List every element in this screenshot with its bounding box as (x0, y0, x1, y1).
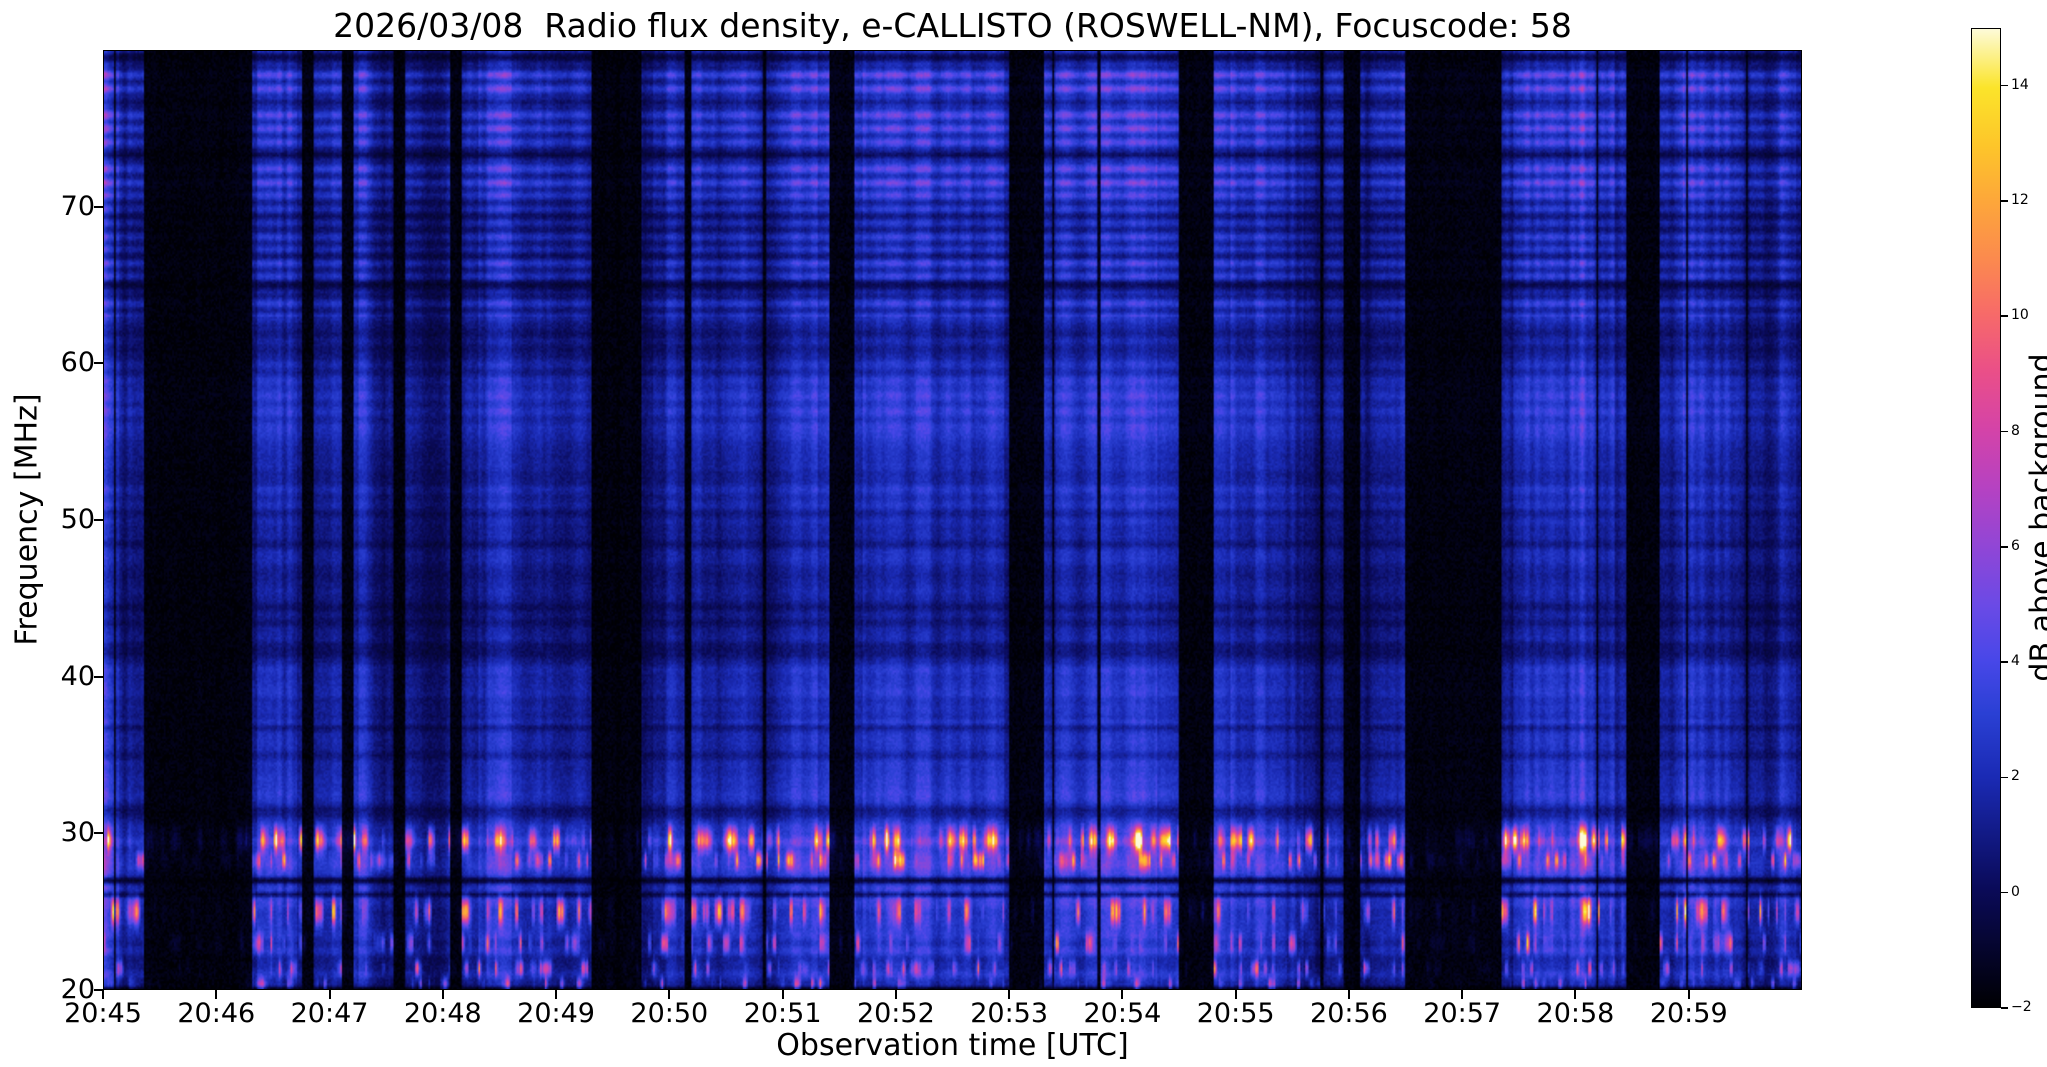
x-tick-mark (1574, 990, 1577, 999)
y-tick-mark (94, 519, 103, 521)
colorbar-tick-mark (2001, 430, 2008, 433)
x-tick-mark (555, 990, 558, 999)
chart-title: 2026/03/08 Radio flux density, e-CALLIST… (333, 6, 1572, 45)
x-tick-mark (1461, 990, 1464, 999)
spectrogram-canvas (104, 51, 1801, 989)
colorbar-tick-label: 2 (2011, 768, 2020, 785)
x-tick-label: 20:48 (403, 998, 482, 1029)
colorbar (1971, 28, 2001, 1008)
colorbar-tick-mark (2001, 1007, 2008, 1009)
x-tick-label: 20:57 (1423, 998, 1502, 1029)
y-tick-mark (94, 205, 103, 208)
x-tick-mark (1347, 990, 1350, 999)
y-tick-mark (94, 675, 103, 678)
x-tick-label: 20:58 (1536, 998, 1615, 1029)
y-tick-label: 40 (60, 660, 95, 692)
colorbar-tick-label: 6 (2011, 537, 2020, 554)
y-tick-label: 20 (60, 974, 95, 1005)
x-tick-label: 20:53 (970, 998, 1049, 1029)
x-tick-label: 20:59 (1649, 998, 1728, 1029)
colorbar-tick-label: 0 (2011, 883, 2020, 900)
y-tick-label: 70 (60, 190, 95, 222)
x-tick-label: 20:51 (743, 998, 822, 1029)
x-tick-label: 20:56 (1310, 998, 1388, 1029)
x-tick-label: 20:55 (1196, 998, 1275, 1029)
colorbar-tick-mark (2001, 200, 2008, 202)
colorbar-tick-label: 4 (2011, 653, 2020, 670)
x-tick-label: 20:52 (856, 998, 935, 1029)
x-tick-mark (894, 990, 897, 999)
x-axis-label: Observation time [UTC] (776, 1028, 1129, 1063)
colorbar-tick-label: 8 (2011, 422, 2020, 439)
x-tick-mark (1008, 990, 1011, 999)
y-tick-mark (94, 362, 103, 365)
plot-area (103, 50, 1802, 990)
y-tick-label: 50 (60, 504, 95, 535)
x-tick-mark (1687, 990, 1690, 999)
x-tick-mark (781, 990, 784, 999)
colorbar-tick-mark (2001, 776, 2008, 779)
x-tick-label: 20:50 (630, 998, 709, 1029)
x-tick-mark (215, 990, 218, 999)
colorbar-tick-mark (2001, 315, 2008, 317)
x-tick-label: 20:54 (1083, 998, 1162, 1029)
x-tick-label: 20:46 (177, 998, 256, 1029)
colorbar-tick-mark (2001, 546, 2008, 548)
x-tick-mark (102, 990, 104, 999)
colorbar-tick-label: −2 (2011, 999, 2032, 1015)
x-tick-mark (668, 990, 671, 999)
x-tick-label: 20:47 (290, 998, 369, 1029)
y-tick-label: 30 (60, 817, 95, 849)
colorbar-tick-mark (2001, 661, 2008, 663)
x-tick-mark (441, 990, 444, 999)
x-tick-label: 20:45 (64, 998, 142, 1029)
colorbar-tick-label: 14 (2011, 76, 2029, 93)
y-tick-mark (94, 832, 103, 835)
y-tick-mark (94, 989, 103, 991)
colorbar-tick-label: 10 (2011, 307, 2029, 324)
x-tick-mark (1121, 990, 1124, 999)
y-axis-label: Frequency [MHz] (9, 393, 45, 646)
x-tick-label: 20:49 (517, 998, 595, 1029)
x-tick-mark (328, 990, 331, 999)
x-tick-mark (1234, 990, 1237, 999)
colorbar-tick-mark (2001, 84, 2008, 87)
colorbar-tick-label: 12 (2011, 191, 2029, 208)
colorbar-tick-mark (2001, 891, 2008, 894)
y-tick-label: 60 (60, 347, 95, 379)
